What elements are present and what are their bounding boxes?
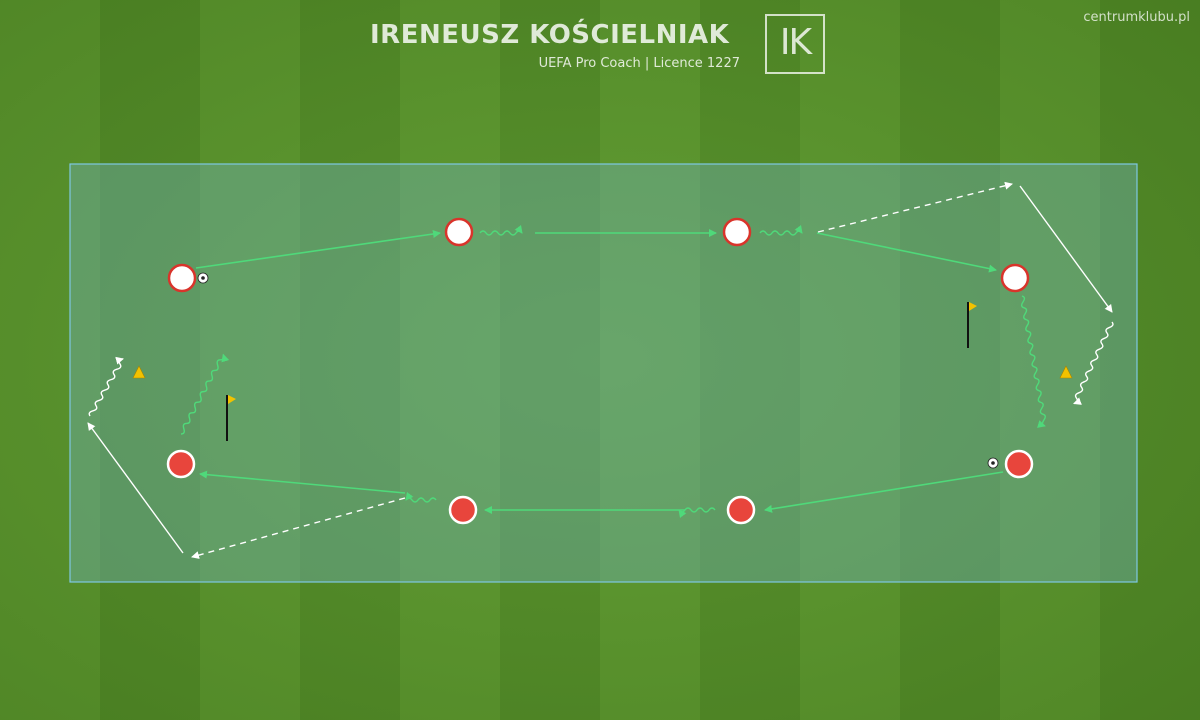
flag-icon (226, 395, 236, 441)
ball-icon (987, 457, 999, 469)
cones (132, 365, 1073, 379)
player-white (444, 217, 474, 247)
header: IRENEUSZ KOŚCIELNIAK UEFA Pro Coach | Li… (0, 0, 1200, 90)
dribble-line (405, 492, 437, 503)
pass-lines (195, 229, 1004, 514)
training-area (69, 163, 1138, 583)
player-white (722, 217, 752, 247)
player-red (726, 495, 756, 525)
run-lines (87, 181, 1114, 559)
pass-line (816, 232, 997, 273)
dribble-lines (180, 225, 1046, 518)
dribble-line (678, 507, 716, 518)
ball-icon (197, 272, 209, 284)
coach-subtitle: UEFA Pro Coach | Licence 1227 (538, 56, 740, 71)
dribble-line (180, 353, 230, 435)
players (166, 217, 1034, 525)
dribble-line (759, 225, 803, 236)
balls (197, 272, 999, 469)
pass-line (199, 470, 406, 494)
pass-line (195, 230, 441, 269)
player-white (1000, 263, 1030, 293)
coach-name: IRENEUSZ KOŚCIELNIAK (370, 20, 730, 50)
ik-logo: IK (765, 14, 825, 74)
dribble-line (479, 225, 523, 236)
dribble-line (1020, 295, 1046, 428)
website-label: centrumklubu.pl (1083, 10, 1190, 25)
player-red (166, 449, 196, 479)
flags (226, 302, 977, 441)
player-white (167, 263, 197, 293)
pass-line (764, 471, 1004, 513)
logo-text: IK (779, 22, 812, 63)
cone-icon (1059, 365, 1073, 379)
run-line-wavy (88, 356, 124, 417)
flag-icon (967, 302, 977, 348)
run-line-wavy (1073, 321, 1114, 405)
run-line-dashed (191, 497, 406, 559)
player-red (1004, 449, 1034, 479)
run-line-dashed (817, 181, 1013, 233)
cone-icon (132, 365, 146, 379)
run-line (87, 422, 184, 554)
run-line (1019, 185, 1113, 313)
player-red (448, 495, 478, 525)
